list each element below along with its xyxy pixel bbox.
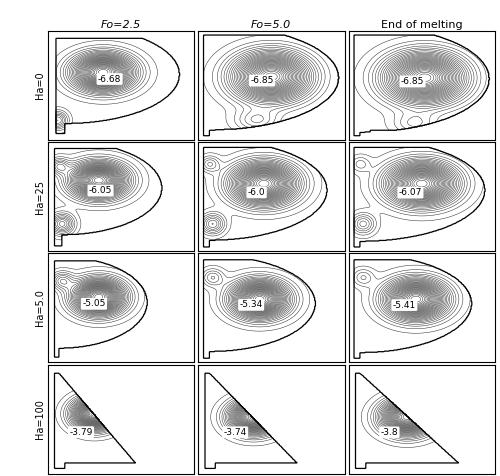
Text: -5.34: -5.34: [240, 300, 263, 309]
Text: Fo=5.0: Fo=5.0: [251, 20, 292, 30]
Text: -5.05: -5.05: [82, 299, 106, 308]
Text: -5.41: -5.41: [392, 301, 416, 309]
Text: -6.0: -6.0: [248, 188, 266, 197]
Text: -6.85: -6.85: [401, 77, 424, 86]
Text: End of melting: End of melting: [381, 20, 462, 30]
Text: Fo=2.5: Fo=2.5: [100, 20, 141, 30]
Text: -6.05: -6.05: [89, 186, 112, 195]
Text: -6.68: -6.68: [98, 75, 122, 83]
Text: -3.8: -3.8: [380, 428, 398, 437]
Text: Ha=0: Ha=0: [35, 71, 45, 99]
Text: Ha=100: Ha=100: [35, 399, 45, 439]
Text: Ha=25: Ha=25: [35, 179, 45, 214]
Text: Ha=5.0: Ha=5.0: [35, 289, 45, 327]
Text: -6.07: -6.07: [398, 188, 422, 197]
Text: -6.85: -6.85: [250, 76, 274, 85]
Text: -3.74: -3.74: [224, 428, 247, 437]
Text: -3.79: -3.79: [70, 427, 92, 436]
